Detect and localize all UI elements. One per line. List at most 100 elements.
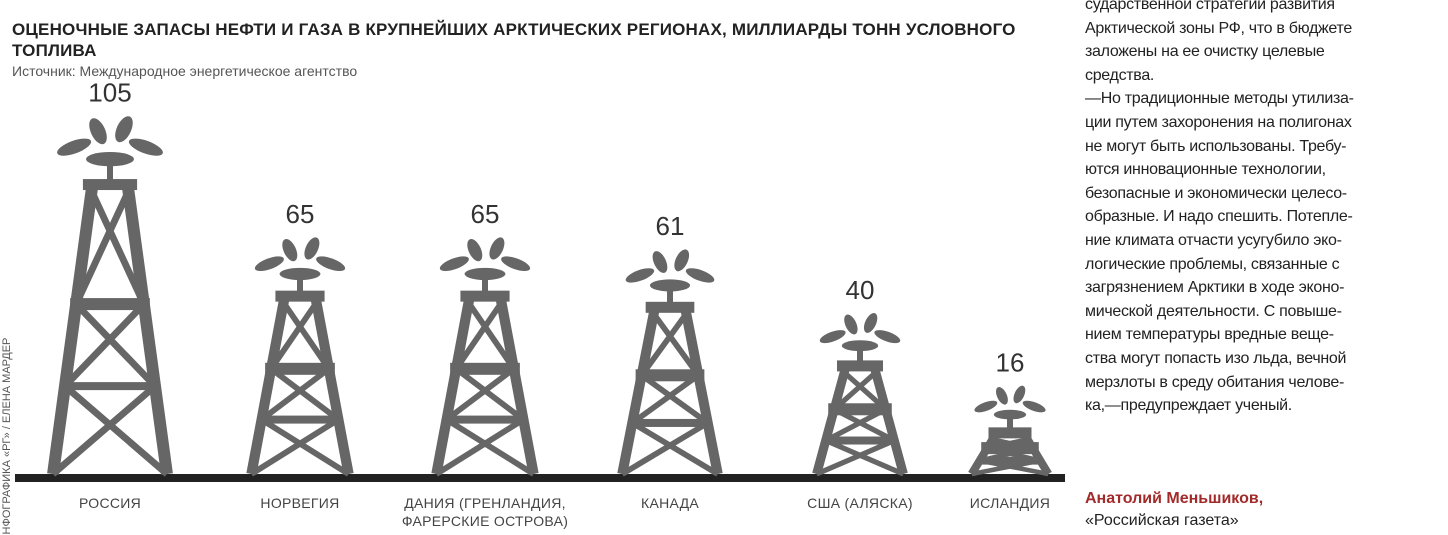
value-label: 16 xyxy=(996,348,1025,378)
derrick xyxy=(246,237,354,477)
derrick-beam xyxy=(73,189,132,306)
article-line: сударственной стратегии развития xyxy=(1085,0,1335,13)
derrick xyxy=(617,249,723,477)
derrick-beam xyxy=(309,291,354,475)
gusher-stem xyxy=(107,163,113,182)
derrick-beam xyxy=(679,302,723,475)
derrick xyxy=(968,385,1052,477)
gusher-drop xyxy=(996,387,1008,405)
gusher-stem xyxy=(857,348,863,363)
derrick-beam xyxy=(260,417,351,477)
derrick-beam xyxy=(445,417,536,477)
value-label: 40 xyxy=(846,275,875,305)
article-line: образные. И надо спешить. Потепле- xyxy=(1085,208,1353,226)
chart-subtitle: Источник: Международное энергетическое а… xyxy=(12,63,358,79)
gusher-stem xyxy=(297,277,303,293)
derrick-beam xyxy=(824,406,887,443)
gusher-drop xyxy=(625,268,655,283)
derrick-beam xyxy=(62,383,170,477)
derrick-beam xyxy=(121,180,173,475)
article-line: —Но традиционные методы утилиза- xyxy=(1085,90,1354,108)
derrick-beam xyxy=(453,301,504,371)
article-line: мической деятельности. С повыше- xyxy=(1085,302,1342,320)
derrick-beam xyxy=(824,438,905,477)
derrick-beam xyxy=(842,370,888,412)
gusher-drop xyxy=(57,138,92,156)
derrick-beam xyxy=(269,366,341,422)
derrick-beam xyxy=(434,417,525,477)
gusher-stem xyxy=(1007,417,1013,430)
gusher-drop xyxy=(279,267,321,281)
gusher-drop xyxy=(1022,400,1046,413)
gusher-drop xyxy=(464,267,506,281)
outlet: «Российская газета» xyxy=(1085,512,1239,529)
gusher-drop xyxy=(501,256,531,272)
gusher-drop xyxy=(874,330,901,344)
derrick-beam xyxy=(466,301,517,371)
gusher-drop xyxy=(86,151,134,167)
derrick-beam xyxy=(494,291,539,475)
derrick-platform xyxy=(82,179,138,191)
value-label: 61 xyxy=(656,211,685,241)
value-label: 65 xyxy=(471,199,500,229)
derrick xyxy=(812,313,908,477)
derrick-beam xyxy=(62,301,147,389)
derrick-beam xyxy=(815,438,896,477)
derrick-beam xyxy=(651,312,701,377)
chart-title: ОЦЕНОЧНЫЕ ЗАПАСЫ НЕФТИ И ГАЗА В КРУПНЕЙШ… xyxy=(12,20,1016,60)
derrick-beam xyxy=(833,406,896,443)
derrick-band xyxy=(265,362,335,375)
gusher-drop xyxy=(254,256,284,272)
article-line: ются инновационные технологии, xyxy=(1085,161,1326,179)
derrick-beam xyxy=(47,180,99,475)
derrick-beam xyxy=(630,372,701,426)
value-label: 65 xyxy=(286,199,315,229)
gusher-drop xyxy=(282,239,298,262)
derrick-beam xyxy=(431,291,476,475)
derrick-platform xyxy=(275,290,325,302)
derrick-beam xyxy=(617,302,661,475)
article-line: не могут быть использованы. Требу- xyxy=(1085,137,1347,155)
gusher-drop xyxy=(993,409,1027,420)
gusher-drop xyxy=(819,330,846,344)
gusher-drop xyxy=(304,237,320,260)
derrick-band xyxy=(62,382,158,391)
derrick-beam xyxy=(246,291,291,475)
gusher-stem xyxy=(482,277,488,293)
article-line: нием температуры вредные веще- xyxy=(1085,326,1334,344)
author: Анатолий Меньшиков, xyxy=(1085,490,1264,507)
derrick-beam xyxy=(639,372,710,426)
baseline xyxy=(15,474,1065,482)
derrick-band xyxy=(630,418,710,427)
gusher-drop xyxy=(685,268,715,283)
credit: ИНФОГРАФИКА «РГ» / ЕЛЕНА МАРДЕР xyxy=(1,338,13,535)
derrick-platform xyxy=(645,301,695,313)
x-tick-label: НОРВЕГИЯ xyxy=(260,495,340,511)
derrick xyxy=(431,237,539,477)
gusher-drop xyxy=(439,256,469,272)
gusher-stem xyxy=(667,288,673,304)
gusher-drop xyxy=(674,249,690,272)
derrick-beam xyxy=(88,189,147,306)
derrick-beam xyxy=(268,301,319,371)
derrick-beam xyxy=(812,361,852,476)
gusher-drop xyxy=(489,237,505,260)
article-line: средства. xyxy=(1085,66,1155,84)
derrick xyxy=(47,116,173,477)
gusher-drop xyxy=(89,118,107,145)
derrick-beam xyxy=(73,301,158,389)
article-line: Арктической зоны РФ, что в бюджете xyxy=(1085,19,1352,37)
derrick-beam xyxy=(444,366,516,422)
article-line: безопасные и экономически целесо- xyxy=(1085,184,1347,202)
gusher-drop xyxy=(844,314,858,335)
article-line: ние климата отчасти усугубило эко- xyxy=(1085,232,1342,249)
derrick-band xyxy=(977,456,1043,465)
x-tick-label: ДАНИЯ (ГРЕНЛАНДИЯ, ФАРЕРСКИЕ ОСТРОВА) xyxy=(401,495,569,529)
article-line: мерзлоты в среду обитания челове- xyxy=(1085,373,1344,391)
x-tick-label: КАНАДА xyxy=(640,495,700,511)
derrick-beam xyxy=(979,445,1034,463)
article-line: загрязнением Арктики в ходе эконо- xyxy=(1085,279,1345,297)
derrick-beam xyxy=(50,383,158,477)
